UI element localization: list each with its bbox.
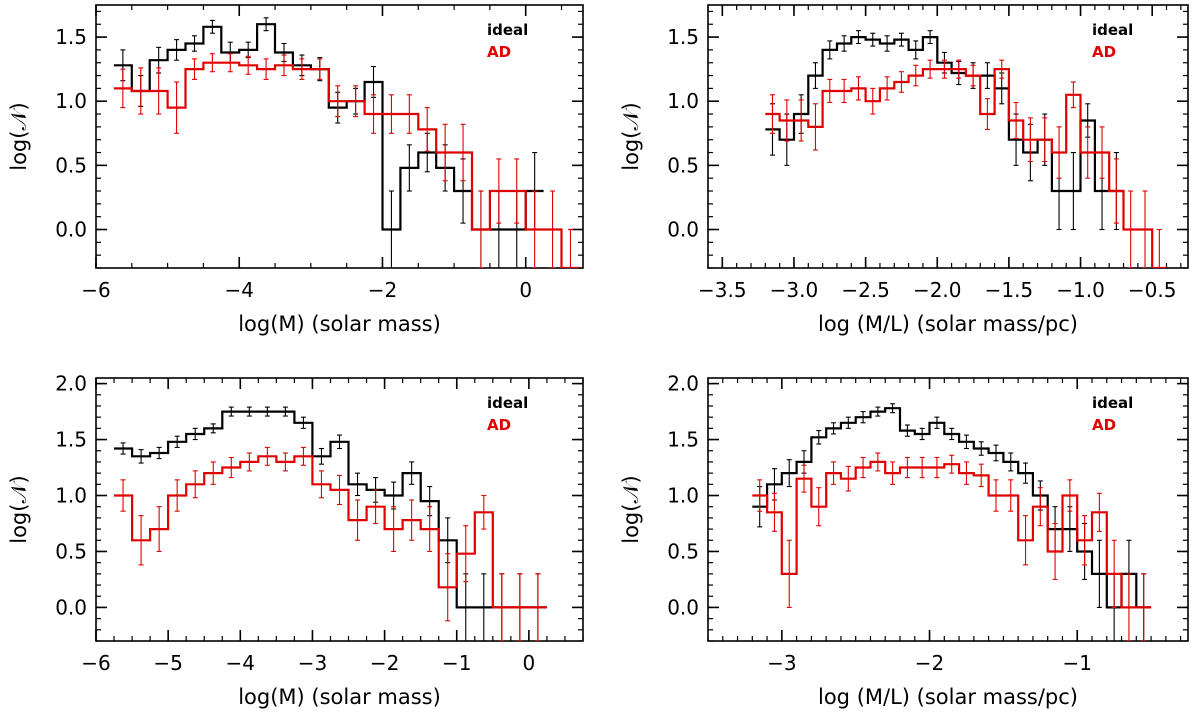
y-tick-label: 2.0 (55, 372, 87, 396)
histogram-step-line (114, 455, 547, 609)
y-tick-label: 1.0 (55, 89, 87, 113)
panel-bottom-left: −6 −5 −4 −3 −2 −1 0 0.0 0.5 1.0 1.5 2.0 ideal AD lo… (7, 372, 584, 709)
y-tick-label: 1.5 (55, 428, 87, 452)
series-layer (752, 403, 1152, 641)
plot-frame (707, 4, 1189, 269)
series-ideal (114, 406, 547, 641)
series-ad (114, 446, 547, 641)
x-tick-label: −3.5 (698, 278, 747, 302)
tick-marks: −3 −2 −1 0.0 0.5 1.0 1.5 2.0 (667, 372, 1188, 675)
x-tick-label: −0.5 (1128, 278, 1177, 302)
x-tick-label: −1.5 (985, 278, 1034, 302)
y-tick-label: 0.5 (55, 539, 87, 563)
plot-frame (95, 4, 584, 269)
histogram-step-line (752, 460, 1152, 609)
series-layer (765, 30, 1167, 268)
series-ad (765, 59, 1167, 268)
x-tick-label: −2.0 (913, 278, 962, 302)
minor-ticks (707, 5, 1188, 269)
y-tick-label: 0.0 (667, 595, 699, 619)
x-axis-title: log (M/L) (solar mass/pc) (818, 685, 1078, 709)
y-tick-label: 0.0 (55, 595, 87, 619)
x-axis-title: log (M/L) (solar mass/pc) (818, 312, 1078, 336)
x-tick-label: −1 (1062, 651, 1091, 675)
histogram-step-line (114, 410, 547, 609)
panel-top-right: −3.5 −3.0 −2.5 −2.0 −1.5 −1.0 −0.5 0.0 0.5 1.0 1.5… (619, 4, 1189, 336)
x-tick-label: 0 (523, 651, 536, 675)
legend: ideal AD (1092, 394, 1133, 434)
y-axis-title: log(𝒩) (7, 475, 31, 544)
y-tick-label: 0.5 (667, 539, 699, 563)
x-tick-label: −2.5 (841, 278, 890, 302)
series-layer (114, 406, 547, 641)
y-tick-label: 0.0 (55, 218, 87, 242)
x-tick-label: −6 (81, 651, 110, 675)
y-tick-label: 1.5 (667, 25, 699, 49)
legend-label-ad: AD (1092, 43, 1116, 61)
x-tick-label: −4 (226, 651, 255, 675)
x-tick-label: −5 (153, 651, 182, 675)
y-tick-label: 0.0 (667, 218, 699, 242)
x-tick-label: −4 (224, 278, 253, 302)
y-axis-title: log(𝒩) (7, 102, 31, 171)
legend-label-ad: AD (487, 416, 511, 434)
x-tick-label: −1 (442, 651, 471, 675)
series-ad (752, 452, 1152, 641)
tick-marks: −6 −4 −2 0 0.0 0.5 1.0 1.5 (55, 5, 583, 302)
histogram-step-line (752, 407, 1152, 609)
legend-label-ideal: ideal (487, 21, 528, 39)
x-tick-label: −2 (915, 651, 944, 675)
y-axis-title: log(𝒩) (619, 475, 643, 544)
legend-label-ad: AD (1092, 416, 1116, 434)
x-tick-label: −3 (767, 651, 796, 675)
legend-label-ad: AD (487, 43, 511, 61)
panel-top-left: −6 −4 −2 0 0.0 0.5 1.0 1.5 ideal AD log(M) (sol… (7, 4, 584, 336)
legend-label-ideal: ideal (1092, 394, 1133, 412)
y-tick-label: 1.0 (55, 484, 87, 508)
histogram-step-line (113, 61, 580, 268)
y-tick-label: 1.0 (667, 484, 699, 508)
y-axis-title: log(𝒩) (619, 102, 643, 171)
legend: ideal AD (1092, 21, 1133, 61)
legend-label-ideal: ideal (1092, 21, 1133, 39)
y-tick-label: 2.0 (667, 372, 699, 396)
tick-marks: −6 −5 −4 −3 −2 −1 0 0.0 0.5 1.0 1.5 2.0 (55, 372, 583, 675)
y-tick-label: 0.5 (55, 153, 87, 177)
histogram-step-line (765, 36, 1124, 193)
x-tick-label: −3.0 (770, 278, 819, 302)
x-tick-label: 0 (519, 278, 532, 302)
panel-bottom-right: −3 −2 −1 0.0 0.5 1.0 1.5 2.0 ideal AD log (M/L)… (619, 372, 1189, 709)
legend: ideal AD (487, 394, 528, 434)
histogram-step-line (113, 23, 544, 231)
y-tick-label: 1.0 (667, 89, 699, 113)
x-axis-title: log(M) (solar mass) (238, 685, 441, 709)
y-tick-label: 0.5 (667, 153, 699, 177)
y-tick-label: 1.5 (55, 25, 87, 49)
x-tick-label: −3 (298, 651, 327, 675)
x-tick-label: −2 (368, 278, 397, 302)
y-tick-label: 1.5 (667, 428, 699, 452)
x-tick-label: −6 (81, 278, 110, 302)
legend: ideal AD (487, 21, 528, 61)
plot-frame (707, 377, 1189, 642)
series-ad (113, 53, 580, 268)
legend-label-ideal: ideal (487, 394, 528, 412)
plot-frame (95, 377, 584, 642)
x-axis-title: log(M) (solar mass) (238, 312, 441, 336)
series-layer (113, 17, 580, 268)
x-tick-label: −1.0 (1056, 278, 1105, 302)
x-tick-label: −2 (370, 651, 399, 675)
histogram-step-line (765, 68, 1167, 268)
tick-marks: −3.5 −3.0 −2.5 −2.0 −1.5 −1.0 −0.5 0.0 0.5 1.0 1.5 (667, 5, 1188, 302)
